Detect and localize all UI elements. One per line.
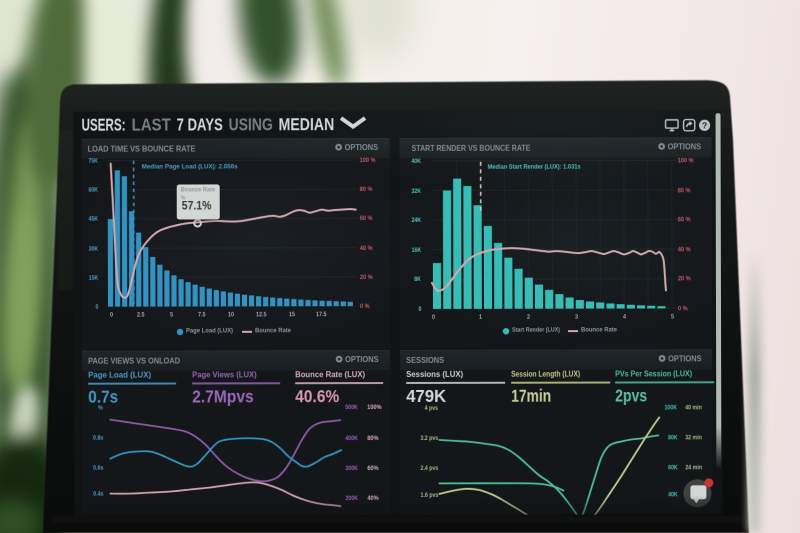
svg-text:?: ? <box>702 120 707 130</box>
